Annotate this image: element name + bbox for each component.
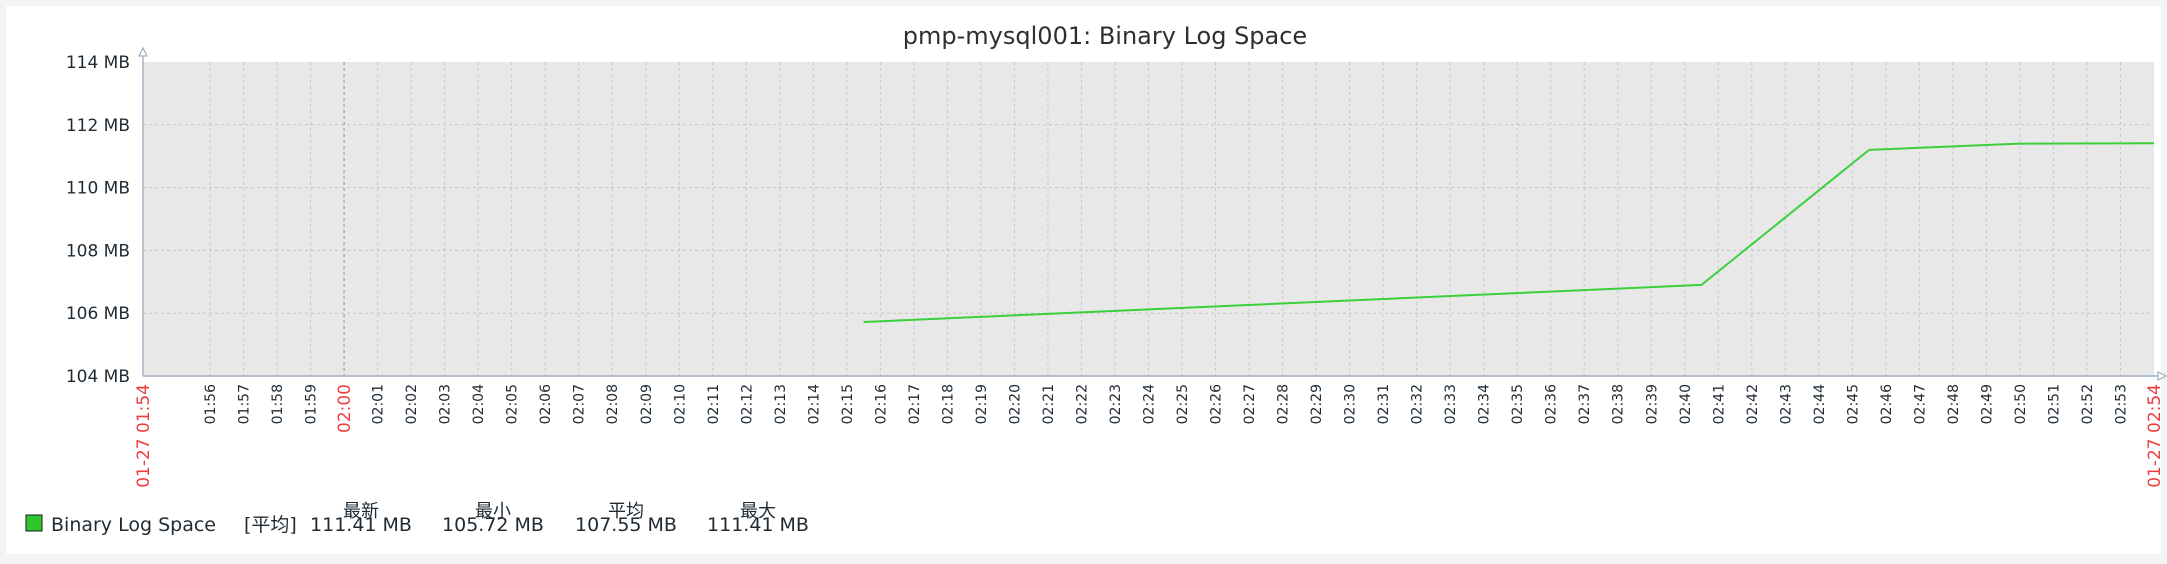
x-tick-label: 02:37 bbox=[1577, 384, 1593, 424]
x-tick-label: 02:09 bbox=[639, 384, 655, 424]
y-tick-label: 106 MB bbox=[66, 304, 130, 324]
x-tick-label: 02:21 bbox=[1041, 384, 1057, 424]
axis-layer: 104 MB 106 MB 108 MB 110 MB 112 MB 114 MB 01:5… bbox=[66, 46, 2167, 488]
x-tick-label: 02:08 bbox=[605, 384, 621, 424]
x-tick-label: 02:32 bbox=[1410, 384, 1426, 424]
x-tick-label: 02:34 bbox=[1477, 384, 1493, 424]
x-tick-label: 02:10 bbox=[672, 384, 688, 424]
x-tick-label: 02:19 bbox=[974, 384, 990, 424]
x-tick-label: 02:03 bbox=[438, 384, 454, 424]
x-tick-label: 02:25 bbox=[1175, 384, 1191, 424]
x-tick-label: 02:47 bbox=[1912, 384, 1928, 424]
x-tick-label: 02:01 bbox=[371, 384, 387, 424]
legend-column-value: 111.41 MB bbox=[310, 514, 412, 536]
x-tick-label: 02:27 bbox=[1242, 384, 1258, 424]
x-tick-label: 02:52 bbox=[2080, 384, 2096, 424]
legend-column-header: 最大 bbox=[740, 501, 776, 522]
x-tick-label: 02:13 bbox=[773, 384, 789, 424]
x-tick-label: 02:07 bbox=[572, 384, 588, 424]
x-tick-label: 02:28 bbox=[1276, 384, 1292, 424]
x-tick-label: 02:50 bbox=[2013, 384, 2029, 424]
x-major-label: 02:00 bbox=[335, 384, 355, 433]
legend-column-value: 107.55 MB bbox=[575, 514, 677, 536]
x-tick-label: 02:43 bbox=[1778, 384, 1794, 424]
x-tick-label: 02:45 bbox=[1845, 384, 1861, 424]
x-tick-label: 02:51 bbox=[2046, 384, 2062, 424]
grid-layer bbox=[143, 62, 2154, 376]
x-tick-label: 02:26 bbox=[1209, 384, 1225, 424]
x-tick-label: 02:11 bbox=[706, 384, 722, 424]
legend-column-value: 111.41 MB bbox=[707, 514, 809, 536]
x-tick-label: 02:41 bbox=[1711, 384, 1727, 424]
x-tick-label: 02:06 bbox=[538, 384, 554, 424]
series-line bbox=[863, 142, 2155, 323]
x-tick-label: 02:31 bbox=[1376, 384, 1392, 424]
x-major-label: 01-27 01:54 bbox=[134, 384, 154, 488]
chart-title: pmp-mysql001: Binary Log Space bbox=[903, 22, 1307, 50]
x-tick-label: 02:46 bbox=[1879, 384, 1895, 424]
x-tick-label: 02:05 bbox=[505, 384, 521, 424]
x-tick-label: 02:49 bbox=[1979, 384, 1995, 424]
x-tick-label: 02:23 bbox=[1108, 384, 1124, 424]
x-tick-label: 01:57 bbox=[237, 384, 253, 424]
x-tick-label: 02:38 bbox=[1611, 384, 1627, 424]
x-tick-label: 02:02 bbox=[404, 384, 420, 424]
x-tick-label: 02:22 bbox=[1074, 384, 1090, 424]
x-tick-label: 02:24 bbox=[1142, 384, 1158, 424]
legend-column-header: 平均 bbox=[608, 501, 644, 522]
legend-column-value: 105.72 MB bbox=[442, 514, 544, 536]
legend-series-name: Binary Log Space bbox=[51, 514, 216, 536]
x-tick-label: 01:58 bbox=[270, 384, 286, 424]
x-tick-label: 02:36 bbox=[1544, 384, 1560, 424]
y-axis-arrow bbox=[138, 46, 148, 57]
legend-func-tag: [平均] bbox=[244, 514, 297, 536]
y-tick-label: 114 MB bbox=[66, 53, 130, 73]
x-tick-label: 02:42 bbox=[1745, 384, 1761, 424]
x-tick-label: 02:53 bbox=[2113, 384, 2129, 424]
series-layer bbox=[863, 142, 2155, 323]
y-tick-label: 104 MB bbox=[66, 367, 130, 387]
x-tick-label: 01:56 bbox=[203, 384, 219, 424]
x-tick-label: 02:12 bbox=[739, 384, 755, 424]
x-tick-label: 02:33 bbox=[1443, 384, 1459, 424]
x-tick-label: 02:16 bbox=[873, 384, 889, 424]
x-tick-label: 02:30 bbox=[1343, 384, 1359, 424]
legend-column-header: 最新 bbox=[343, 501, 379, 522]
x-tick-label: 02:44 bbox=[1812, 384, 1828, 424]
x-tick-label: 02:18 bbox=[940, 384, 956, 424]
x-tick-label: 02:39 bbox=[1644, 384, 1660, 424]
x-axis-arrow bbox=[2157, 371, 2167, 381]
x-tick-label: 01:59 bbox=[304, 384, 320, 424]
x-tick-label: 02:15 bbox=[840, 384, 856, 424]
x-tick-label: 02:29 bbox=[1309, 384, 1325, 424]
legend-swatch bbox=[25, 514, 43, 532]
y-tick-label: 108 MB bbox=[66, 241, 130, 261]
x-major-label: 01-27 02:54 bbox=[2145, 384, 2165, 488]
x-tick-label: 02:20 bbox=[1007, 384, 1023, 424]
x-tick-label: 02:17 bbox=[907, 384, 923, 424]
x-tick-label: 02:04 bbox=[471, 384, 487, 424]
x-tick-label: 02:48 bbox=[1946, 384, 1962, 424]
x-tick-label: 02:40 bbox=[1678, 384, 1694, 424]
y-tick-label: 112 MB bbox=[66, 116, 130, 136]
x-tick-label: 02:14 bbox=[806, 384, 822, 424]
y-tick-label: 110 MB bbox=[66, 179, 130, 199]
legend-column-header: 最小 bbox=[475, 501, 511, 522]
x-tick-label: 02:35 bbox=[1510, 384, 1526, 424]
